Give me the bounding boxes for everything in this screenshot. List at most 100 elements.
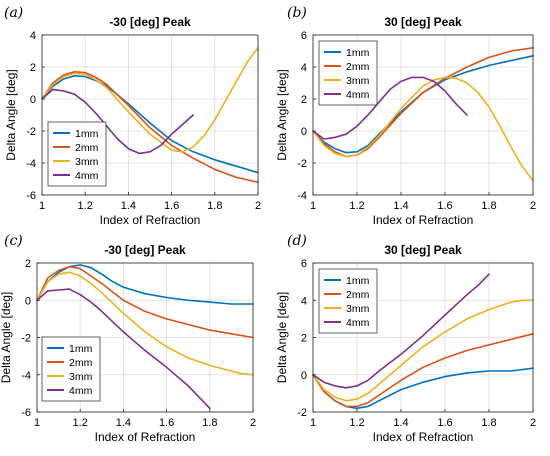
y-tick-label: -2 bbox=[297, 407, 307, 419]
legend-entry-3mm: 3mm bbox=[75, 156, 99, 168]
legend: 1mm 2mm 3mm 4mm bbox=[41, 336, 101, 402]
legend-entry-4mm: 4mm bbox=[69, 385, 93, 397]
y-tick-label: 0 bbox=[25, 295, 31, 307]
x-tick-label: 1.6 bbox=[159, 417, 174, 429]
x-tick-label: 1.8 bbox=[481, 417, 496, 429]
series-line-2mm bbox=[41, 71, 259, 183]
y-tick-label: 0 bbox=[30, 94, 36, 106]
legend-entry-4mm: 4mm bbox=[346, 89, 370, 101]
x-tick-label: 1.4 bbox=[393, 417, 408, 429]
legend: 1mm 2mm 3mm 4mm bbox=[318, 268, 378, 334]
series-line-4mm bbox=[312, 76, 468, 140]
x-tick-label: 2 bbox=[250, 417, 256, 429]
x-tick-label: 2 bbox=[530, 417, 536, 429]
x-tick-label: 1.6 bbox=[164, 200, 179, 212]
series-line-3mm bbox=[36, 271, 254, 376]
y-axis-label: Delta Angle [deg] bbox=[275, 292, 289, 383]
x-tick-label: 1.2 bbox=[73, 417, 88, 429]
legend-entry-2mm: 2mm bbox=[346, 61, 370, 73]
legend-entry-3mm: 3mm bbox=[346, 303, 370, 315]
y-tick-label: 4 bbox=[301, 295, 307, 307]
chart-title: -30 [deg] Peak bbox=[109, 15, 191, 29]
y-tick-label: 0 bbox=[301, 126, 307, 138]
series-line-3mm bbox=[41, 46, 259, 153]
chart-panel-3: (c) -30 [deg] Peak 1 1.2 1.4 1.6 1.8 2 -6 -4 -2 0 2 I… bbox=[0, 233, 256, 444]
legend-entry-4mm: 4mm bbox=[75, 170, 99, 182]
y-tick-label: -6 bbox=[21, 407, 31, 419]
panel-label: (c) bbox=[4, 233, 23, 249]
x-tick-label: 1 bbox=[310, 417, 316, 429]
y-tick-label: 0 bbox=[301, 370, 307, 382]
legend-entry-2mm: 2mm bbox=[346, 289, 370, 301]
y-tick-label: -2 bbox=[297, 158, 307, 170]
x-tick-label: 1 bbox=[39, 200, 45, 212]
x-tick-label: 1 bbox=[310, 200, 316, 212]
legend-entry-1mm: 1mm bbox=[346, 47, 370, 59]
chart-title: 30 [deg] Peak bbox=[384, 243, 462, 257]
x-tick-label: 1.8 bbox=[481, 200, 496, 212]
x-tick-label: 1.2 bbox=[78, 200, 93, 212]
legend-entry-1mm: 1mm bbox=[75, 128, 99, 140]
x-tick-label: 1 bbox=[34, 417, 40, 429]
plot-frame bbox=[41, 34, 259, 196]
y-tick-label: 2 bbox=[30, 62, 36, 74]
panel-label: (d) bbox=[287, 233, 307, 249]
series-line-4mm bbox=[36, 288, 211, 410]
legend: 1mm 2mm 3mm 4mm bbox=[47, 121, 107, 187]
x-tick-label: 1.8 bbox=[202, 417, 217, 429]
panel-label: (b) bbox=[287, 5, 307, 21]
legend-entry-2mm: 2mm bbox=[75, 142, 99, 154]
series-line-2mm bbox=[36, 265, 254, 339]
x-tick-label: 1.4 bbox=[116, 417, 131, 429]
x-tick-label: 1.4 bbox=[393, 200, 408, 212]
legend-entry-4mm: 4mm bbox=[346, 317, 370, 329]
y-tick-label: 2 bbox=[301, 94, 307, 106]
legend-entry-3mm: 3mm bbox=[346, 75, 370, 87]
chart-panel-4: (d) 30 [deg] Peak 1 1.2 1.4 1.6 1.8 2 -2 0 2 4 6 Inde… bbox=[275, 233, 536, 444]
x-axis-label: Index of Refraction bbox=[373, 430, 474, 444]
y-tick-label: 4 bbox=[301, 62, 307, 74]
y-tick-label: -2 bbox=[21, 333, 31, 345]
y-tick-label: 2 bbox=[25, 258, 31, 270]
x-tick-label: 1.4 bbox=[121, 200, 136, 212]
chart-panel-1: (a) -30 [deg] Peak 1 1.2 1.4 1.6 1.8 2 -6 -4 -2 0 2 4… bbox=[4, 5, 261, 227]
legend: 1mm 2mm 3mm 4mm bbox=[318, 40, 378, 106]
y-axis-label: Delta Angle [deg] bbox=[275, 69, 289, 160]
series-line-3mm bbox=[312, 299, 534, 402]
series-line-2mm bbox=[312, 46, 534, 158]
x-tick-label: 2 bbox=[530, 200, 536, 212]
chart-title: -30 [deg] Peak bbox=[104, 243, 186, 257]
y-axis-label: Delta Angle [deg] bbox=[0, 292, 13, 383]
series-line-3mm bbox=[312, 76, 534, 182]
x-tick-label: 1.2 bbox=[349, 200, 364, 212]
plot-frame bbox=[36, 262, 254, 413]
y-tick-label: 2 bbox=[301, 333, 307, 345]
legend-entry-1mm: 1mm bbox=[346, 275, 370, 287]
y-tick-label: -4 bbox=[21, 370, 31, 382]
panel-label: (a) bbox=[4, 5, 23, 21]
y-tick-label: 6 bbox=[301, 30, 307, 42]
series-line-1mm bbox=[36, 264, 254, 305]
x-tick-label: 1.6 bbox=[437, 417, 452, 429]
y-tick-label: -6 bbox=[26, 190, 36, 202]
chart-panel-2: (b) 30 [deg] Peak 1 1.2 1.4 1.6 1.8 2 -4 -2 0 2 4 6 In… bbox=[275, 5, 536, 227]
y-tick-label: -4 bbox=[297, 190, 307, 202]
series-line-4mm bbox=[41, 88, 194, 155]
x-axis-label: Index of Refraction bbox=[373, 213, 474, 227]
x-axis-label: Index of Refraction bbox=[100, 213, 201, 227]
series-line-4mm bbox=[312, 273, 490, 389]
y-tick-label: 4 bbox=[30, 30, 36, 42]
plot-frame bbox=[312, 34, 534, 196]
x-tick-label: 2 bbox=[255, 200, 261, 212]
y-tick-label: -2 bbox=[26, 126, 36, 138]
y-axis-label: Delta Angle [deg] bbox=[4, 69, 18, 160]
x-tick-label: 1.8 bbox=[207, 200, 222, 212]
x-tick-label: 1.6 bbox=[437, 200, 452, 212]
series-line-2mm bbox=[312, 332, 534, 408]
y-tick-label: 6 bbox=[301, 258, 307, 270]
plot-frame bbox=[312, 262, 534, 413]
chart-title: 30 [deg] Peak bbox=[384, 15, 462, 29]
y-tick-label: -4 bbox=[26, 158, 36, 170]
x-tick-label: 1.2 bbox=[349, 417, 364, 429]
